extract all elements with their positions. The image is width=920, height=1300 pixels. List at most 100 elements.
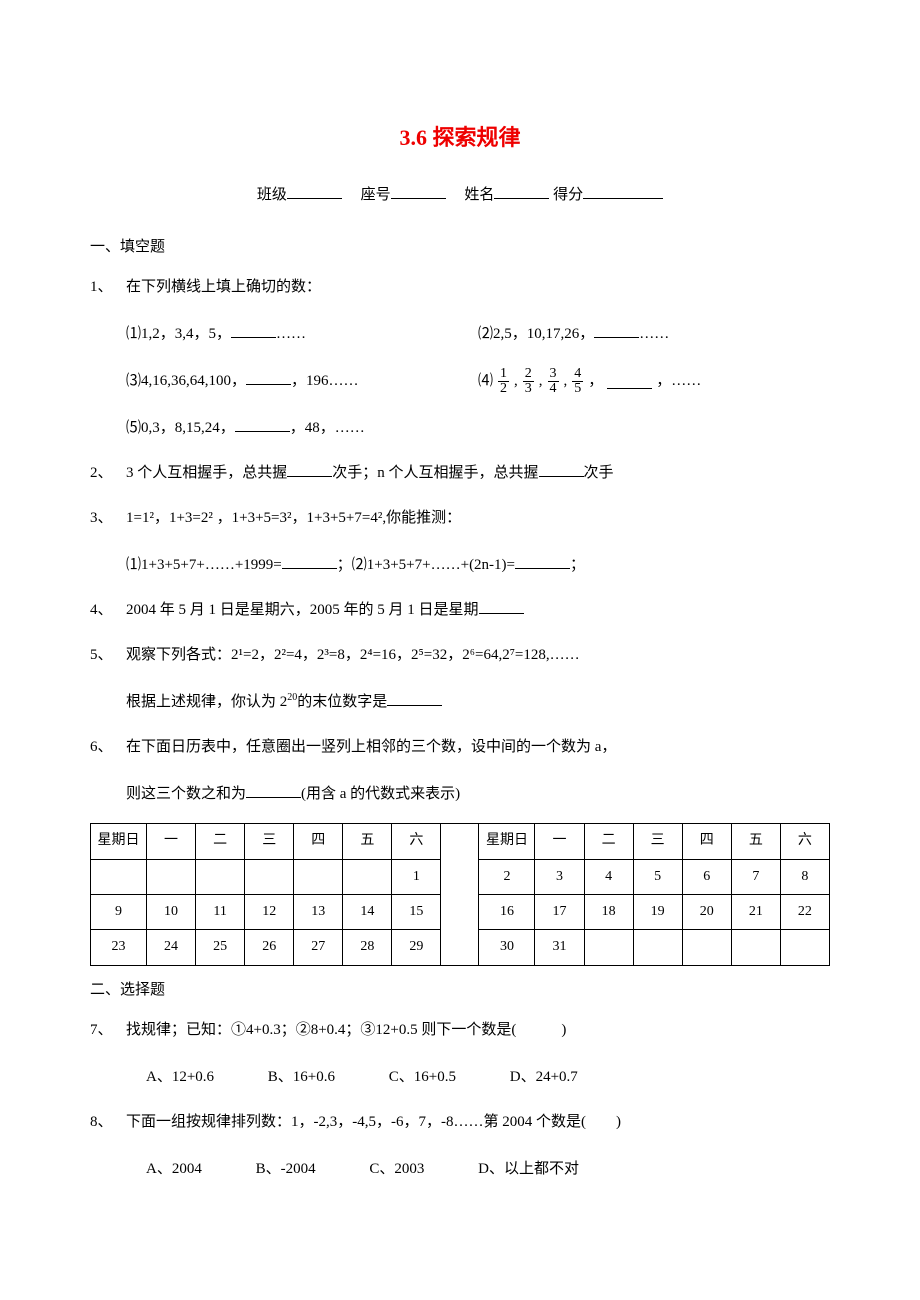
cal-cell: 21 (731, 894, 780, 929)
q8-opt-c[interactable]: C、2003 (369, 1153, 424, 1186)
cal-cell: 31 (535, 930, 584, 965)
q7-opt-c[interactable]: C、16+0.5 (389, 1061, 456, 1094)
cal-cell: 29 (392, 930, 441, 965)
question-3: 3、 1=1²，1+3=2² ，1+3+5=3²，1+3+5+7=4²,你能推测… (90, 502, 830, 582)
cal-cell (294, 859, 343, 894)
cal-cell (633, 930, 682, 965)
q7-opt-a[interactable]: A、12+0.6 (146, 1061, 214, 1094)
fraction-2: 23 (523, 367, 534, 396)
cal-cell (731, 930, 780, 965)
cal-cell: 30 (479, 930, 535, 965)
q3-s1: ⑴1+3+5+7+……+1999= (126, 557, 282, 573)
q3-blank2[interactable] (515, 554, 570, 569)
q2-number: 2、 (90, 457, 126, 490)
q1-s4-blank[interactable] (607, 374, 652, 389)
cal2-h-sat: 六 (780, 824, 829, 859)
question-7: 7、 找规律；已知：①4+0.3；②8+0.4；③12+0.5 则下一个数是( … (90, 1014, 830, 1094)
cal-h-mon: 一 (147, 824, 196, 859)
q3-s1-end: ； (570, 557, 585, 573)
cal2-h-fri: 五 (731, 824, 780, 859)
cal-cell: 5 (633, 859, 682, 894)
cal-cell: 22 (780, 894, 829, 929)
cal2-h-sun: 星期日 (479, 824, 535, 859)
q3-blank1[interactable] (282, 554, 337, 569)
cal-cell: 4 (584, 859, 633, 894)
q1-s2: ⑵2,5，10,17,26， (478, 326, 594, 342)
q1-s1-blank[interactable] (231, 323, 276, 338)
cal-cell: 7 (731, 859, 780, 894)
cal-cell: 23 (91, 930, 147, 965)
cal-cell: 18 (584, 894, 633, 929)
page-title: 3.6 探索规律 (90, 120, 830, 155)
q8-opt-b[interactable]: B、-2004 (256, 1153, 316, 1186)
cal-cell (780, 930, 829, 965)
question-6: 6、 在下面日历表中，任意圈出一竖列上相邻的三个数，设中间的一个数为 a， 则这… (90, 731, 830, 811)
cal-cell: 1 (392, 859, 441, 894)
q6-sub-tail: (用含 a 的代数式来表示) (301, 786, 460, 802)
cal-cell: 26 (245, 930, 294, 965)
cal-gap (441, 824, 479, 966)
q1-s3-blank[interactable] (246, 370, 291, 385)
fraction-4: 45 (572, 367, 583, 396)
q1-s5-blank[interactable] (235, 417, 290, 432)
q2-blank2[interactable] (539, 462, 584, 477)
cal-cell: 20 (682, 894, 731, 929)
cal-cell: 11 (196, 894, 245, 929)
q6-sub: 则这三个数之和为 (126, 786, 246, 802)
q4-blank[interactable] (479, 599, 524, 614)
q1-s5-tail: ，48，…… (290, 420, 365, 436)
q6-blank[interactable] (246, 783, 301, 798)
cal-cell: 28 (343, 930, 392, 965)
cal-cell: 19 (633, 894, 682, 929)
q7-opt-d[interactable]: D、24+0.7 (510, 1061, 578, 1094)
calendar-table: 星期日 一 二 三 四 五 六 星期日 一 二 三 四 五 六 1 2 3 4 (90, 823, 830, 966)
cal-cell (196, 859, 245, 894)
cal-h-wed: 三 (245, 824, 294, 859)
cal-cell: 25 (196, 930, 245, 965)
fraction-3: 34 (548, 367, 559, 396)
q1-s4-tail: ，…… (656, 365, 701, 398)
cal-cell: 15 (392, 894, 441, 929)
fraction-1: 12 (498, 367, 509, 396)
q1-s3: ⑶4,16,36,64,100， (126, 373, 246, 389)
q1-stem: 在下列横线上填上确切的数： (126, 271, 830, 304)
section-2-label: 二、选择题 (90, 978, 830, 1002)
q8-opt-d[interactable]: D、以上都不对 (478, 1153, 579, 1186)
q6-stem: 在下面日历表中，任意圈出一竖列上相邻的三个数，设中间的一个数为 a， (126, 731, 830, 764)
seat-blank[interactable] (391, 184, 446, 199)
q1-s2-blank[interactable] (594, 323, 639, 338)
class-blank[interactable] (287, 184, 342, 199)
q5-stem: 观察下列各式：2¹=2，2²=4，2³=8，2⁴=16，2⁵=32，2⁶=64,… (126, 639, 830, 672)
q1-s4-prefix: ⑷ (478, 365, 493, 398)
q1-s3-tail: ，196…… (291, 373, 359, 389)
cal-cell: 12 (245, 894, 294, 929)
q1-number: 1、 (90, 271, 126, 445)
name-blank[interactable] (494, 184, 549, 199)
cal-cell: 27 (294, 930, 343, 965)
q4-number: 4、 (90, 594, 126, 627)
score-blank[interactable] (583, 184, 663, 199)
q7-opt-b[interactable]: B、16+0.6 (268, 1061, 335, 1094)
cal-cell: 10 (147, 894, 196, 929)
q5-exp: 20 (287, 692, 297, 703)
cal-cell: 2 (479, 859, 535, 894)
cal-cell: 16 (479, 894, 535, 929)
question-4: 4、 2004 年 5 月 1 日是星期六，2005 年的 5 月 1 日是星期 (90, 594, 830, 627)
q2-p1: 3 个人互相握手，总共握 (126, 465, 287, 481)
q8-number: 8、 (90, 1106, 126, 1186)
cal2-h-thu: 四 (682, 824, 731, 859)
q1-s1: ⑴1,2，3,4，5， (126, 326, 231, 342)
cal-cell (343, 859, 392, 894)
cal2-h-mon: 一 (535, 824, 584, 859)
score-label: 得分 (553, 187, 583, 203)
q8-opt-a[interactable]: A、2004 (146, 1153, 202, 1186)
name-label: 姓名 (464, 187, 494, 203)
q5-number: 5、 (90, 639, 126, 719)
q2-p3: 次手 (584, 465, 614, 481)
q5-blank[interactable] (387, 691, 442, 706)
question-1: 1、 在下列横线上填上确切的数： ⑴1,2，3,4，5，…… ⑵2,5，10,1… (90, 271, 830, 445)
q2-blank1[interactable] (287, 462, 332, 477)
q3-number: 3、 (90, 502, 126, 582)
q2-p2: 次手；n 个人互相握手，总共握 (332, 465, 538, 481)
section-1-label: 一、填空题 (90, 235, 830, 259)
